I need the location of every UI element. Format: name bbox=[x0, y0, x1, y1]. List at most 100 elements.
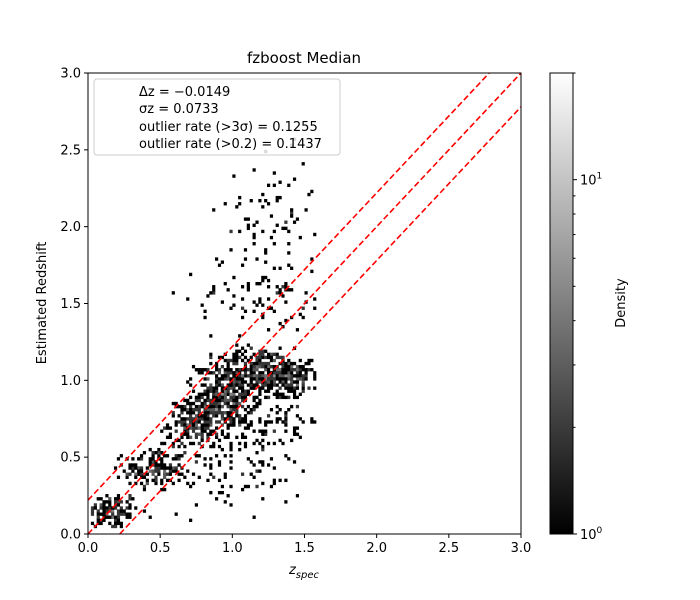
density-cell bbox=[226, 404, 230, 409]
density-cell bbox=[287, 288, 291, 292]
density-cell bbox=[113, 521, 118, 526]
density-cell bbox=[301, 420, 305, 424]
density-cell bbox=[177, 478, 181, 483]
density-cell bbox=[301, 377, 305, 381]
density-cell bbox=[281, 395, 285, 400]
density-cell bbox=[229, 386, 233, 390]
density-cell bbox=[180, 417, 184, 421]
density-cell bbox=[113, 524, 118, 529]
density-cell bbox=[229, 503, 233, 507]
density-cell bbox=[252, 371, 256, 375]
density-cell bbox=[102, 509, 106, 513]
density-cell bbox=[275, 374, 279, 378]
density-cell bbox=[215, 435, 219, 440]
density-cell bbox=[261, 463, 265, 467]
density-cell bbox=[217, 395, 222, 400]
density-cell bbox=[264, 423, 268, 427]
density-cell bbox=[266, 352, 271, 357]
density-cell bbox=[223, 398, 227, 403]
density-cell bbox=[189, 395, 193, 400]
density-cell bbox=[238, 377, 242, 381]
density-cell bbox=[232, 389, 236, 393]
density-cell bbox=[272, 352, 276, 357]
density-cell bbox=[220, 414, 224, 418]
density-cell bbox=[232, 352, 236, 357]
density-cell bbox=[200, 432, 204, 436]
density-cell bbox=[186, 469, 190, 473]
density-cell bbox=[275, 420, 279, 424]
density-cell bbox=[96, 515, 100, 519]
density-cell bbox=[134, 472, 138, 476]
density-cell bbox=[249, 199, 253, 203]
density-cell bbox=[226, 288, 230, 292]
density-cell bbox=[206, 392, 210, 396]
density-cell bbox=[163, 475, 167, 479]
density-cell bbox=[298, 374, 302, 378]
density-cell bbox=[266, 297, 271, 301]
density-cell bbox=[278, 346, 282, 350]
density-cell bbox=[215, 407, 219, 412]
density-cell bbox=[154, 463, 158, 467]
density-cell bbox=[223, 454, 227, 458]
density-cell bbox=[287, 371, 291, 375]
density-cell bbox=[157, 466, 161, 470]
density-cell bbox=[258, 441, 262, 446]
density-cell bbox=[275, 291, 279, 295]
density-cell bbox=[238, 386, 242, 390]
density-cell bbox=[203, 411, 207, 415]
density-cell bbox=[313, 306, 317, 310]
density-cell bbox=[278, 407, 282, 412]
density-cell bbox=[310, 269, 314, 274]
density-cell bbox=[148, 460, 152, 464]
density-cell bbox=[258, 364, 262, 369]
density-cell bbox=[122, 512, 126, 516]
density-cell bbox=[186, 401, 190, 406]
density-cell bbox=[272, 478, 276, 483]
density-cell bbox=[163, 463, 167, 467]
density-cell bbox=[290, 266, 294, 270]
density-cell bbox=[148, 469, 152, 473]
density-cell bbox=[290, 389, 294, 393]
density-cell bbox=[223, 374, 227, 378]
density-cell bbox=[223, 417, 227, 421]
legend-line-outlier-02: outlier rate (>0.2) = 0.1437 bbox=[139, 137, 322, 152]
density-cell bbox=[235, 205, 239, 209]
density-cell bbox=[171, 441, 175, 446]
density-cell bbox=[229, 392, 233, 396]
density-cell bbox=[261, 303, 265, 307]
density-cell bbox=[264, 380, 268, 384]
density-cell bbox=[142, 509, 147, 513]
density-cell bbox=[226, 411, 230, 415]
density-cell bbox=[264, 361, 268, 366]
density-cell bbox=[215, 404, 219, 409]
density-cell bbox=[240, 377, 245, 381]
density-cell bbox=[183, 475, 187, 479]
density-cell bbox=[197, 398, 201, 403]
density-cell bbox=[105, 506, 109, 510]
density-cell bbox=[223, 392, 227, 396]
density-cell bbox=[174, 429, 178, 433]
density-cell bbox=[275, 199, 279, 203]
density-cell bbox=[220, 383, 224, 387]
density-cell bbox=[287, 364, 291, 369]
density-cell bbox=[240, 386, 245, 390]
density-cell bbox=[292, 432, 297, 436]
x-axis-label: zspec bbox=[288, 563, 320, 581]
density-cell bbox=[171, 444, 175, 449]
density-cell bbox=[243, 426, 248, 430]
density-cell bbox=[183, 417, 187, 421]
density-cell bbox=[226, 371, 230, 375]
density-cell bbox=[229, 358, 233, 363]
density-cell bbox=[145, 481, 149, 486]
density-cell bbox=[287, 229, 291, 234]
density-cell bbox=[113, 518, 118, 523]
density-cell bbox=[223, 500, 227, 504]
density-cell bbox=[269, 306, 274, 310]
density-cell bbox=[281, 377, 285, 381]
density-cell bbox=[232, 303, 236, 307]
density-cell bbox=[287, 389, 291, 393]
density-cell bbox=[206, 423, 210, 427]
density-cell bbox=[284, 395, 288, 400]
density-cell bbox=[174, 457, 178, 461]
density-cell bbox=[160, 487, 164, 492]
